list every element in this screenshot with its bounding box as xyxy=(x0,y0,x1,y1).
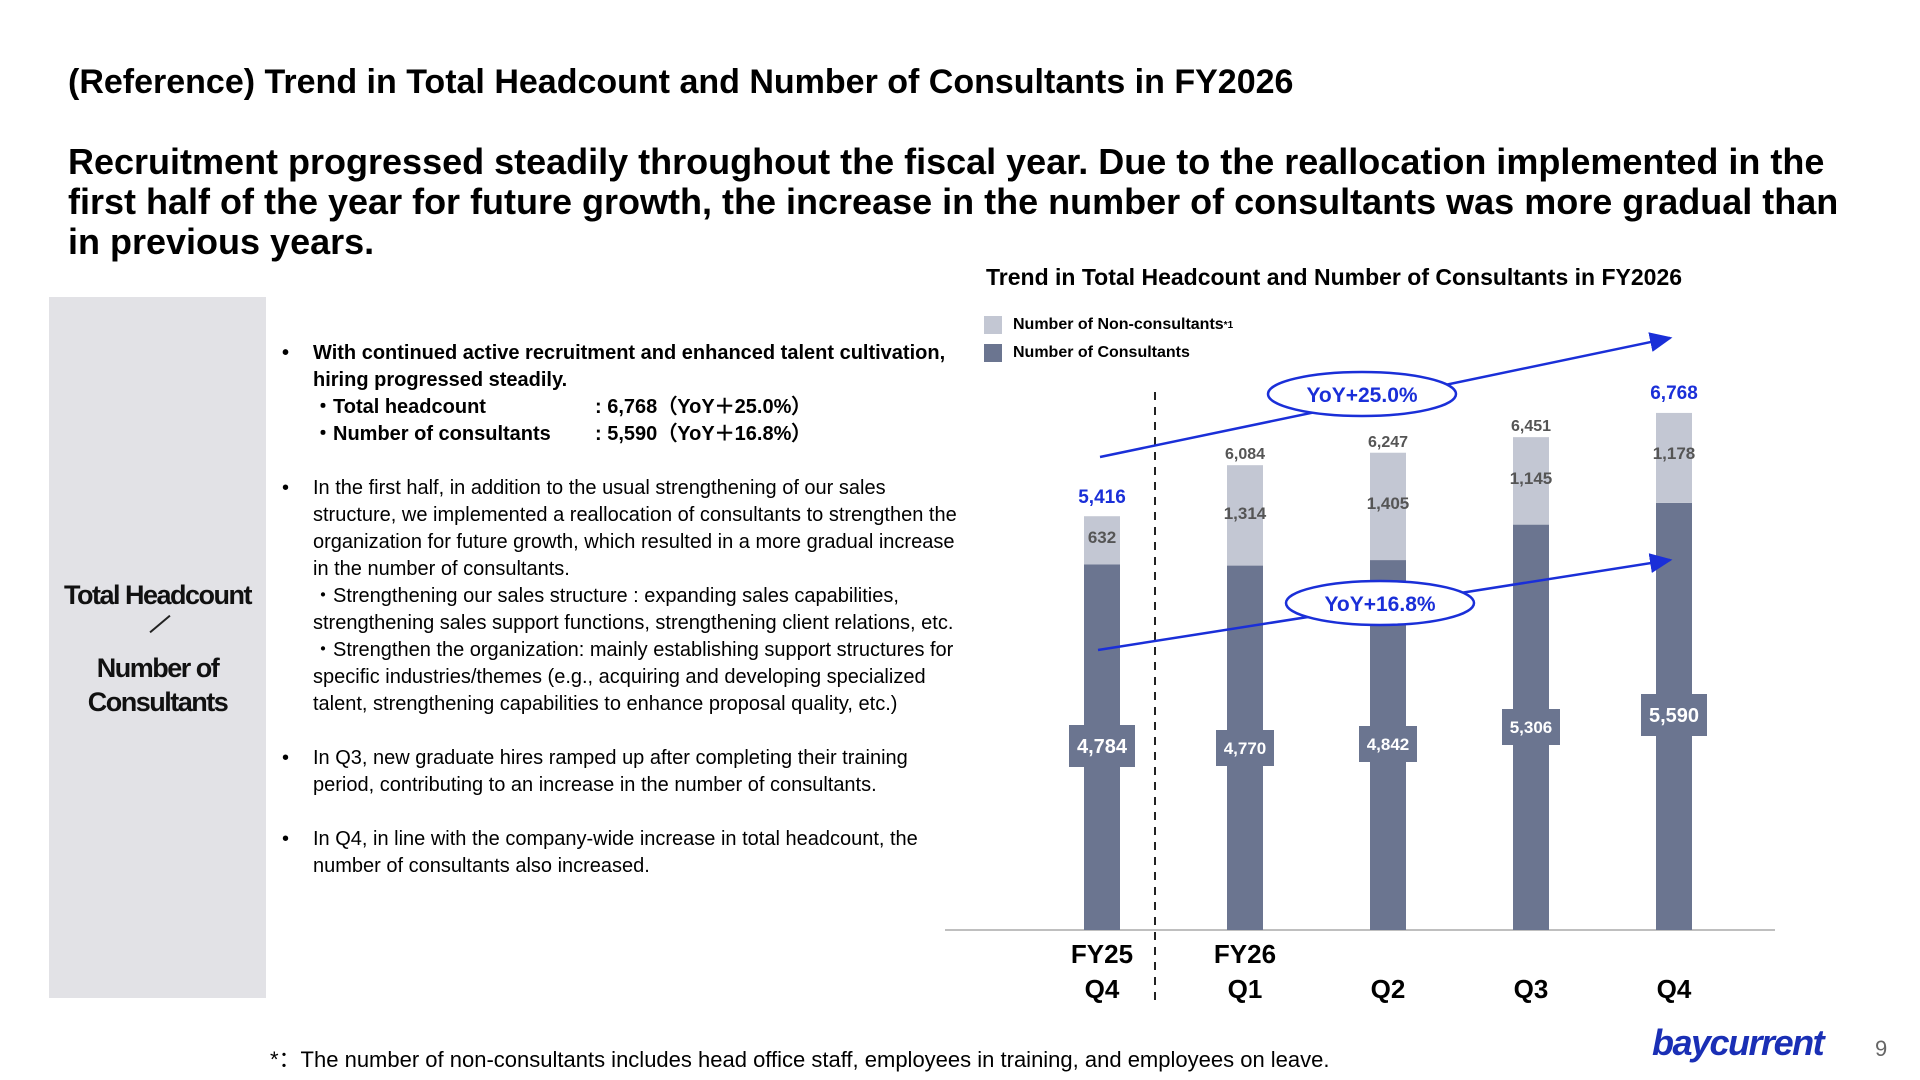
legend-footnote-mark: *1 xyxy=(1223,319,1234,331)
bullet-dot: • xyxy=(282,747,290,769)
bullet-dot: • xyxy=(282,477,290,499)
legend-swatch xyxy=(984,316,1002,334)
chart-title: Trend in Total Headcount and Number of C… xyxy=(986,264,1683,290)
non-consultant-value-label: 1,145 xyxy=(1510,469,1553,488)
bullet-subtext: ・Strengthen the organization: mainly est… xyxy=(313,639,954,715)
page-number: 9 xyxy=(1875,1036,1888,1061)
bullet-item: • With continued active recruitment and … xyxy=(280,340,960,448)
bar-non-consultants xyxy=(1513,437,1549,525)
total-value-label: 6,451 xyxy=(1511,418,1551,435)
page-subtitle: Recruitment progressed steadily througho… xyxy=(68,141,1839,262)
bullet-text: In Q4, in line with the company-wide inc… xyxy=(313,828,918,877)
non-consultant-value-label: 1,405 xyxy=(1367,494,1410,513)
side-label-consultants: Number of Consultants xyxy=(49,651,266,719)
bullet-item: • In Q3, new graduate hires ramped up af… xyxy=(280,745,960,799)
footnote: *：The number of non-consultants includes… xyxy=(270,1047,1330,1072)
bar-non-consultants xyxy=(1656,412,1692,503)
chart-legend: Number of Non-consultants *1 Number of Co… xyxy=(984,311,1233,367)
bullet-text: In the first half, in addition to the us… xyxy=(313,477,957,580)
non-consultant-value-label: 632 xyxy=(1088,528,1116,547)
kv-row-total-headcount: ・Total headcount : 6,768（YoY＋25.0%） xyxy=(313,394,960,421)
total-value-label: 6,768 xyxy=(1650,383,1698,404)
legend-item-consultants: Number of Consultants xyxy=(984,339,1233,367)
x-tick-label-quarter: Q4 xyxy=(1085,974,1120,1004)
bullet-text: With continued active recruitment and en… xyxy=(313,342,946,391)
legend-label: Number of Consultants xyxy=(1013,344,1190,361)
total-value-label: 6,247 xyxy=(1368,434,1408,451)
bar-non-consultants xyxy=(1227,465,1263,566)
x-tick-label-year: FY25 xyxy=(1071,939,1133,969)
consultant-value-label: 4,784 xyxy=(1077,736,1128,758)
bullet-dot: • xyxy=(282,342,290,364)
consultant-value-label: 4,842 xyxy=(1367,735,1410,754)
kv-label: ・Number of consultants xyxy=(313,423,551,445)
kv-row-consultants: ・Number of consultants : 5,590（YoY＋16.8%… xyxy=(313,421,960,448)
consultant-label-bg xyxy=(1069,725,1135,767)
consultant-label-bg xyxy=(1641,694,1707,736)
bullet-item: • In Q4, in line with the company-wide i… xyxy=(280,826,960,880)
total-value-label: 6,084 xyxy=(1225,446,1265,463)
side-label-line2b: Consultants xyxy=(87,687,229,717)
page-title: (Reference) Trend in Total Headcount and… xyxy=(68,63,1294,101)
bullet-text: In Q3, new graduate hires ramped up afte… xyxy=(313,747,908,796)
yoy-consultants-bubble xyxy=(1284,579,1476,627)
yoy-consultants-label: YoY+16.8% xyxy=(1324,593,1435,616)
consultant-label-bg xyxy=(1359,726,1417,762)
x-tick-label-quarter: Q3 xyxy=(1514,974,1549,1004)
bullet-item: • In the first half, in addition to the … xyxy=(280,475,960,718)
x-tick-label-year: FY26 xyxy=(1214,939,1276,969)
non-consultant-value-label: 1,178 xyxy=(1653,444,1696,463)
side-label-total-headcount: Total Headcount xyxy=(63,580,253,610)
legend-swatch xyxy=(984,344,1002,362)
consultant-label-bg xyxy=(1216,730,1274,766)
non-consultant-value-label: 1,314 xyxy=(1224,504,1267,523)
bar-non-consultants xyxy=(1370,452,1406,561)
x-tick-label-quarter: Q4 xyxy=(1657,974,1692,1004)
kv-value: : 5,590（YoY＋16.8%） xyxy=(595,423,812,445)
side-label-line2a: Number of xyxy=(96,653,220,683)
kv-label: ・Total headcount xyxy=(313,396,486,418)
bullet-dot: • xyxy=(282,828,290,850)
consultant-value-label: 5,590 xyxy=(1649,705,1699,727)
legend-item-non-consultants: Number of Non-consultants *1 xyxy=(984,311,1233,339)
yoy-total-label: YoY+25.0% xyxy=(1306,384,1417,407)
x-tick-label-quarter: Q1 xyxy=(1228,974,1263,1004)
x-tick-label-quarter: Q2 xyxy=(1371,974,1406,1004)
yoy-total-bubble xyxy=(1266,370,1458,418)
consultant-value-label: 5,306 xyxy=(1510,718,1553,737)
consultant-label-bg xyxy=(1502,709,1560,745)
kv-value: : 6,768（YoY＋25.0%） xyxy=(595,396,812,418)
side-panel: Total Headcount Number of Consultants xyxy=(49,297,266,998)
bullet-subtext: ・Strengthening our sales structure : exp… xyxy=(313,585,954,634)
total-value-label: 5,416 xyxy=(1078,487,1126,508)
consultant-value-label: 4,770 xyxy=(1224,739,1267,758)
bar-non-consultants xyxy=(1084,516,1120,565)
company-logo: baycurrent xyxy=(1652,1022,1825,1063)
legend-label: Number of Non-consultants xyxy=(1013,316,1224,333)
bullet-list: • With continued active recruitment and … xyxy=(280,340,960,880)
